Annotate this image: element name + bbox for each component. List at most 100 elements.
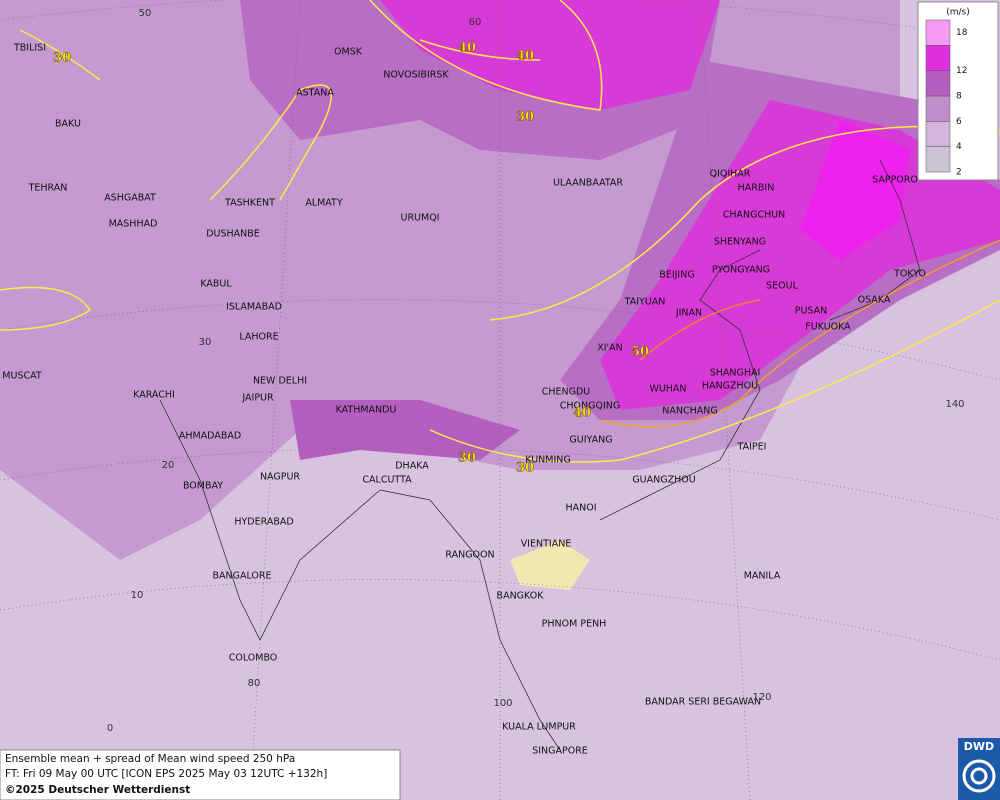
grid-label: 10 (131, 590, 144, 601)
legend-level: 12 (956, 66, 967, 76)
field-band (800, 120, 910, 260)
city-label: SINGAPORE (532, 746, 588, 757)
city-label: WUHAN (649, 384, 686, 395)
caption-line: Ensemble mean + spread of Mean wind spee… (5, 753, 295, 765)
city-label: HARBIN (738, 183, 775, 194)
city-label: VIENTIANE (521, 539, 572, 550)
parallel (0, 0, 1000, 41)
legend-swatch (925, 95, 951, 122)
city-label: QIQIHAR (710, 169, 751, 180)
city-label: NANCHANG (662, 406, 717, 417)
coast (599, 249, 761, 521)
city-label: PHNOM PENH (542, 619, 607, 630)
contour (429, 299, 1000, 463)
city-label: NAGPUR (260, 472, 300, 483)
legend: (m/s) 2 4 6 8 12 18 (917, 1, 999, 181)
city-label: CHANGCHUN (723, 210, 786, 221)
city-label: ISLAMABAD (226, 302, 282, 313)
city-label: JAIPUR (241, 393, 274, 404)
caption: Ensemble mean + spread of Mean wind spee… (0, 749, 401, 800)
contour-label: 40 (516, 49, 534, 64)
contour-label: 50 (631, 345, 649, 360)
city-label: TASHKENT (224, 198, 275, 209)
city-label: AHMADABAD (179, 431, 241, 442)
city-label: XI'AN (597, 343, 623, 354)
grid-label: 100 (493, 698, 512, 709)
legend-swatch (925, 146, 951, 173)
labels: OMSK NOVOSIBIRSK ASTANA TBILISI BAKU TEHRAN AS… (2, 8, 964, 757)
city-label: MANILA (744, 571, 781, 582)
grid-label: 20 (162, 460, 175, 471)
city-label: GUANGZHOU (632, 475, 695, 486)
contour-label: 30 (516, 110, 534, 125)
contour (19, 29, 101, 81)
city-label: CHONGQING (560, 401, 620, 412)
city-label: BANGALORE (212, 571, 271, 582)
legend-level: 18 (956, 28, 968, 38)
coastlines (159, 159, 921, 751)
city-label: SEOUL (766, 281, 798, 292)
wind-field (0, 0, 1000, 590)
caption-line: FT: Fri 09 May 00 UTC [ICON EPS 2025 May… (5, 768, 327, 780)
city-label: LAHORE (239, 332, 278, 343)
city-label: KATHMANDU (336, 405, 397, 416)
contours (0, 0, 1000, 463)
contour (489, 125, 1000, 321)
city-label: SAPPORO (872, 175, 918, 186)
caption-box (0, 749, 401, 800)
city-label: HANOI (565, 503, 596, 514)
grid-label: 80 (248, 678, 261, 689)
contour (0, 286, 92, 331)
logo-swirl (962, 759, 996, 793)
city-label: PYONGYANG (712, 265, 770, 276)
city-label: NOVOSIBIRSK (383, 70, 449, 81)
city-label: ULAANBAATAR (553, 178, 623, 189)
contour (209, 84, 332, 201)
legend-level: 4 (956, 142, 962, 152)
logo-swirl (970, 767, 988, 785)
city-label: ASHGABAT (104, 193, 156, 204)
city-label: PUSAN (795, 306, 828, 317)
meridian (699, 0, 751, 800)
city-label: KABUL (200, 279, 232, 290)
coast (159, 399, 561, 751)
city-label: SHENYANG (714, 237, 766, 248)
city-label: TEHRAN (28, 183, 68, 194)
city-label: KUNMING (525, 455, 571, 466)
legend-swatch (925, 19, 951, 46)
city-label: URUMQI (401, 213, 440, 224)
grid-label: 120 (752, 692, 771, 703)
city-label: SHANGHAI (710, 368, 761, 379)
meridian (249, 0, 301, 800)
city-label: TBILISI (13, 43, 46, 54)
coast (829, 159, 921, 321)
city-label: BOMBAY (183, 481, 223, 492)
city-label: GUIYANG (569, 435, 612, 446)
city-label: DHAKA (395, 461, 429, 472)
city-label: ASTANA (296, 88, 334, 99)
city-label: CHENGDU (542, 387, 591, 398)
logo: DWD (958, 738, 1000, 800)
field-band (380, 0, 720, 110)
legend-bar: 2 4 6 8 12 18 (925, 19, 968, 178)
city-label: OSAKA (858, 295, 891, 306)
grid-label: 60 (469, 17, 482, 28)
legend-swatch (925, 70, 951, 97)
field-band (290, 400, 520, 460)
city-label: ALMATY (305, 198, 343, 209)
city-label: BEIJING (659, 270, 694, 281)
contour (639, 299, 761, 361)
city-label: TOKYO (893, 269, 926, 280)
city-label: NEW DELHI (253, 376, 307, 387)
city-label: OMSK (334, 47, 363, 58)
contour-label: 40 (458, 41, 476, 56)
contour-label: 30 (516, 461, 534, 476)
logo-text: DWD (964, 740, 994, 753)
city-label: KARACHI (133, 390, 175, 401)
contour (599, 239, 1000, 428)
city-label: HYDERABAD (234, 517, 293, 528)
city-label: TAIPEI (737, 442, 767, 453)
grid-label: 140 (945, 399, 964, 410)
